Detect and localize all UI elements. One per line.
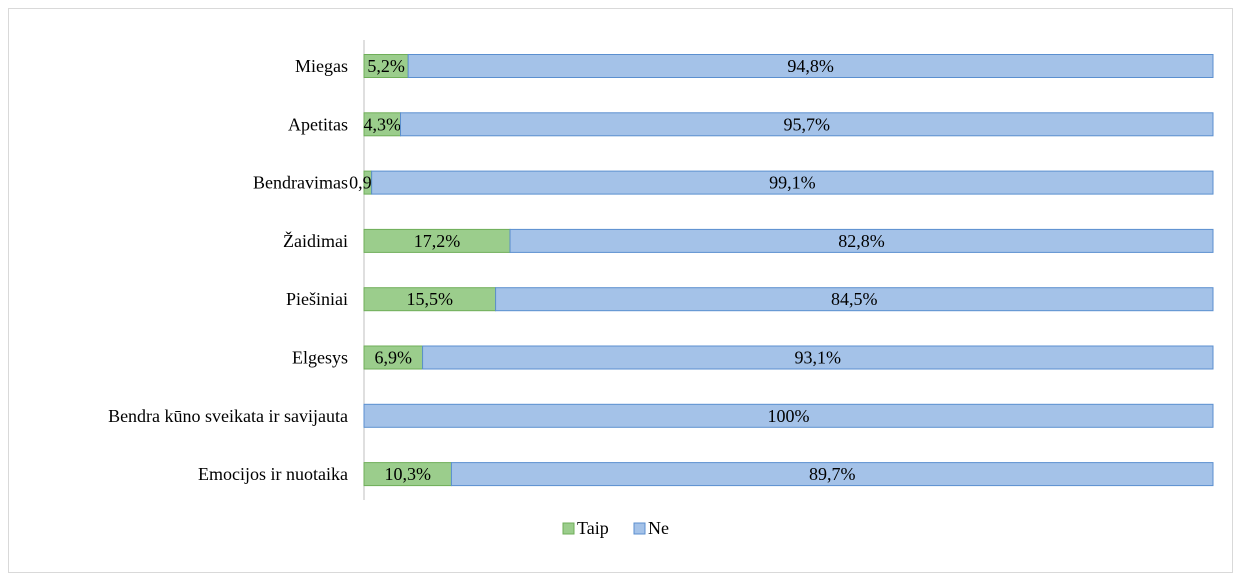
bar-ne (450, 462, 1214, 487)
category-label: Bendravimas (253, 173, 348, 193)
category-label: Bendra kūno sveikata ir savijauta (108, 406, 348, 426)
legend-swatch-taip (562, 522, 575, 535)
category-label: Miegas (295, 56, 348, 76)
legend-label-taip: Taip (577, 518, 609, 538)
data-label-ne: 84,5% (831, 289, 878, 309)
data-label-ne: 95,7% (784, 114, 831, 134)
bar-ne (407, 54, 1214, 78)
legend-label-ne: Ne (648, 518, 669, 538)
data-label-taip: 4,3% (364, 114, 402, 134)
data-label-taip: 5,2% (367, 56, 405, 76)
bar-ne (400, 112, 1214, 137)
bar-ne (509, 228, 1214, 253)
bar-ne (495, 287, 1214, 312)
data-label-ne: 93,1% (795, 348, 842, 368)
legend-swatch-ne (633, 522, 646, 535)
category-label: Elgesys (292, 348, 348, 368)
bar-ne (371, 170, 1214, 195)
data-label-taip: 10,3% (384, 464, 431, 484)
category-label: Žaidimai (283, 230, 348, 251)
data-label-ne: 100% (768, 406, 810, 426)
data-label-ne: 99,1% (769, 173, 816, 193)
bar-ne (363, 403, 1214, 428)
bar-ne (422, 345, 1214, 370)
category-label: Piešiniai (286, 289, 348, 309)
category-label: Apetitas (288, 114, 348, 134)
data-label-taip: 17,2% (414, 231, 461, 251)
data-label-taip: 6,9% (375, 348, 413, 368)
category-label: Emocijos ir nuotaika (198, 464, 348, 484)
data-label-ne: 94,8% (787, 56, 834, 76)
data-label-ne: 82,8% (838, 231, 885, 251)
data-label-taip: 15,5% (407, 289, 454, 309)
data-label-ne: 89,7% (809, 464, 856, 484)
